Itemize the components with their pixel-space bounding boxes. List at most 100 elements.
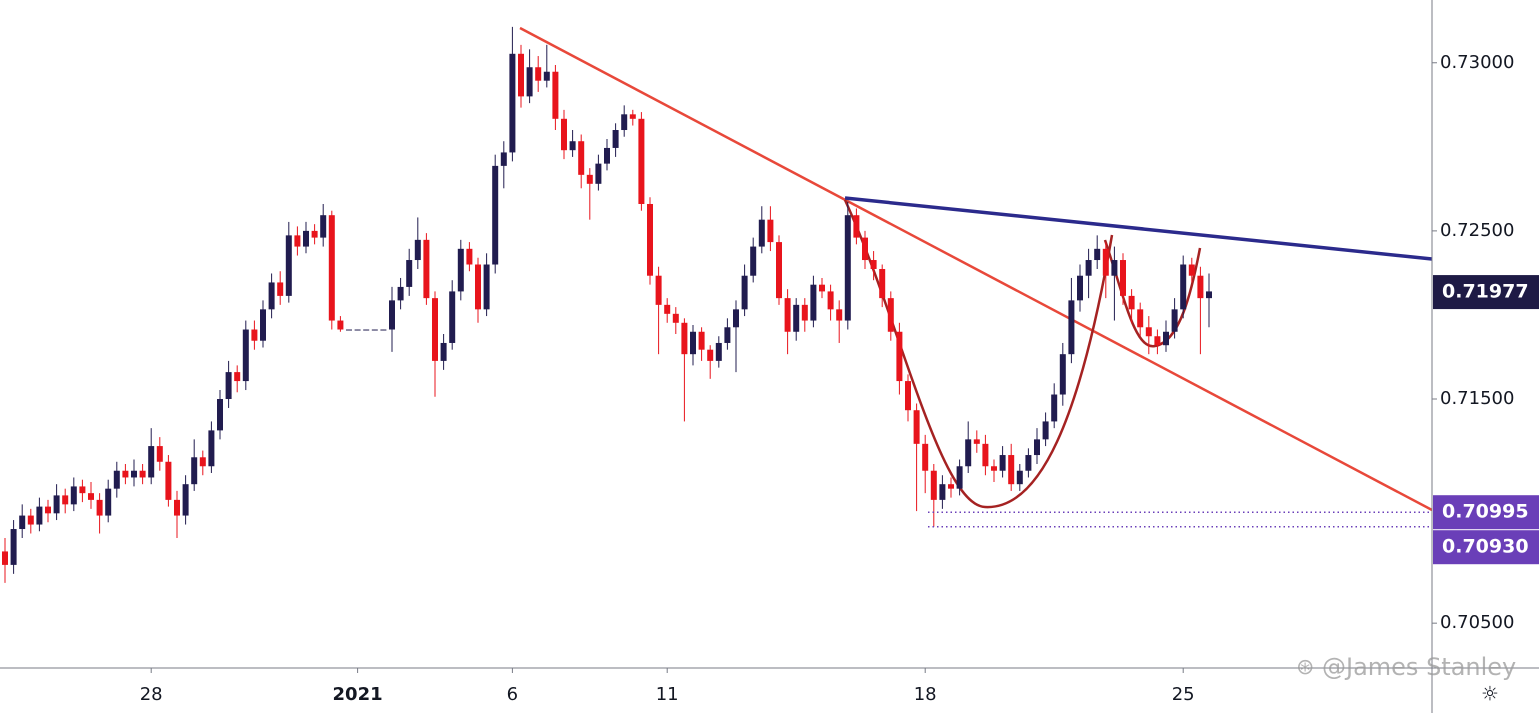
candle-body <box>2 551 8 565</box>
price-label: 0.70995 <box>1442 501 1529 523</box>
candle-body <box>621 114 628 131</box>
candle-body <box>337 320 344 330</box>
candle-body <box>174 499 180 516</box>
candle-body <box>879 268 886 299</box>
x-tick-label: 28 <box>140 684 163 705</box>
candle-body <box>242 329 249 382</box>
candle-body <box>354 329 361 331</box>
down-trendline <box>519 26 1433 512</box>
candle-body <box>1163 331 1169 346</box>
candle-body <box>518 53 524 97</box>
candle-body <box>793 304 800 332</box>
candle-body <box>105 488 112 516</box>
candle-body <box>999 455 1006 471</box>
candle-body <box>896 331 903 382</box>
candle-body <box>526 67 533 97</box>
candle-body <box>862 237 868 261</box>
candle-body <box>750 246 757 276</box>
candle-body <box>922 443 929 471</box>
candle-body <box>664 304 671 314</box>
candle-body <box>1085 260 1092 276</box>
candle-body <box>371 329 378 331</box>
candle-body <box>440 342 447 361</box>
x-tick-label: 2021 <box>333 684 383 705</box>
candle-body <box>96 499 103 516</box>
candle-body <box>1034 439 1040 456</box>
candle-body <box>578 141 585 175</box>
candle-body <box>311 230 318 238</box>
annotations <box>519 26 1433 512</box>
watermark: @James Stanley <box>1322 653 1516 681</box>
candle-body <box>535 67 542 81</box>
candle-body <box>131 470 137 478</box>
candle-body <box>913 410 920 444</box>
candle-body <box>380 329 387 331</box>
candle-body <box>466 248 473 265</box>
x-tick-label: 25 <box>1172 684 1195 705</box>
candle-body <box>449 291 456 343</box>
candle-body <box>268 282 275 310</box>
candle-body <box>156 446 163 462</box>
candle-body <box>320 215 327 238</box>
candle-body <box>1059 354 1066 395</box>
candle-body <box>776 242 782 299</box>
candle-body <box>552 71 559 119</box>
candle-body <box>612 130 619 148</box>
candle-body <box>363 329 370 331</box>
candle-body <box>956 466 963 489</box>
candle-body <box>19 515 26 530</box>
candle-body <box>1206 291 1212 299</box>
candle-body <box>397 286 404 301</box>
x-tick-label: 6 <box>507 684 518 705</box>
candle-body <box>604 147 610 164</box>
candle-body <box>88 493 94 500</box>
candle-body <box>1120 260 1126 296</box>
candle-body <box>328 215 335 321</box>
candle-body <box>36 506 43 525</box>
candle-body <box>432 298 438 361</box>
candle-body <box>819 284 825 292</box>
candle-body <box>27 515 34 525</box>
y-tick-label: 0.70500 <box>1440 612 1514 633</box>
candle-body <box>139 470 146 478</box>
candle-body <box>1068 300 1075 355</box>
candle-body <box>1025 455 1032 471</box>
candle-body <box>973 439 980 444</box>
candle-body <box>1042 421 1049 440</box>
candle-body <box>277 282 284 296</box>
candle-body <box>1197 275 1204 299</box>
candle-body <box>629 114 636 119</box>
settings-icon[interactable]: ☼ <box>1481 682 1499 706</box>
candle-body <box>810 284 817 321</box>
candle-body <box>561 118 567 151</box>
price-label-box <box>1433 495 1539 530</box>
candle-body <box>1051 394 1058 422</box>
candle-body <box>113 470 120 489</box>
candle-body <box>569 141 576 151</box>
x-tick-label: 18 <box>914 684 937 705</box>
candle-body <box>414 239 421 261</box>
candle-body <box>1171 309 1178 332</box>
candle-body <box>784 298 791 332</box>
candle-body <box>690 331 696 355</box>
candle-body <box>543 71 550 81</box>
candle-body <box>638 118 645 204</box>
candle-body <box>827 291 834 310</box>
candle-body <box>930 470 937 500</box>
candle-body <box>475 264 481 310</box>
candle-body <box>586 174 593 184</box>
candle-body <box>483 264 490 310</box>
price-label-box <box>1433 530 1539 565</box>
candle-body <box>10 529 17 565</box>
resistance-line <box>844 196 1433 261</box>
candle-body <box>285 235 292 296</box>
candle-body <box>303 230 309 247</box>
candle-body <box>1154 336 1161 346</box>
candle-body <box>870 260 877 269</box>
y-tick-label: 0.72500 <box>1440 220 1514 241</box>
candle-body <box>225 372 232 400</box>
candle-body <box>758 219 765 247</box>
candle-body <box>79 486 86 494</box>
candle-body <box>982 443 989 467</box>
